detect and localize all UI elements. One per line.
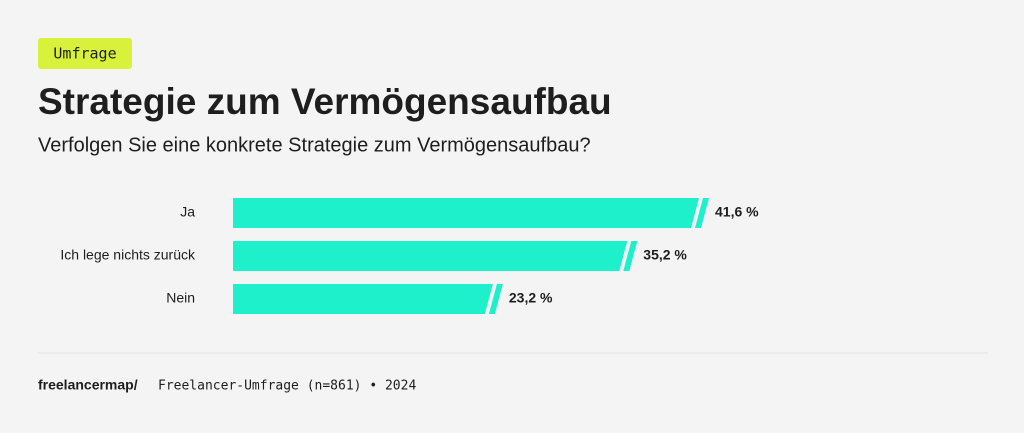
chart-title: Strategie zum Vermögensaufbau — [38, 81, 612, 122]
category-label: Ich lege nichts zurück — [60, 247, 196, 263]
tag-badge — [38, 38, 132, 69]
tag: Umfrage — [53, 45, 116, 63]
bar-accent — [695, 198, 709, 228]
bar — [233, 241, 628, 271]
bar — [233, 284, 493, 314]
bar — [233, 198, 699, 228]
source: Freelancer-Umfrage (n=861) • 2024 — [158, 379, 416, 394]
bar-accent — [488, 284, 503, 314]
brand: freelancermap/ — [38, 377, 138, 393]
chart-subtitle: Verfolgen Sie eine konkrete Strategie zu… — [38, 134, 591, 156]
value-label: 35,2 % — [643, 247, 687, 263]
value-label: 41,6 % — [715, 204, 759, 220]
value-label: 23,2 % — [509, 290, 553, 306]
category-label: Nein — [166, 290, 195, 306]
category-label: Ja — [180, 204, 195, 220]
bar-accent — [623, 241, 638, 271]
